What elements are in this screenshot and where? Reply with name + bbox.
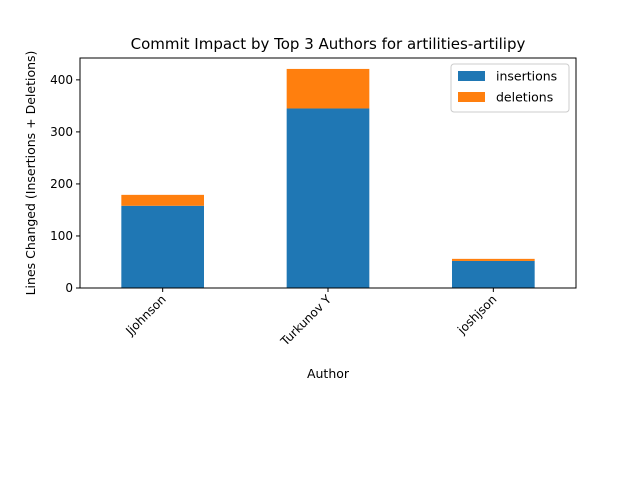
bar-insertions [121, 205, 204, 288]
x-axis: Jjohnson Turkunov Y joshjson [122, 288, 499, 349]
y-tick-label: 300 [50, 125, 73, 139]
legend-label-insertions: insertions [496, 69, 557, 84]
bar-deletions [286, 68, 370, 109]
chart-title: Commit Impact by Top 3 Authors for artil… [131, 35, 526, 53]
legend-label-deletions: deletions [496, 90, 553, 105]
x-tick-label: joshjson [454, 292, 499, 337]
legend-swatch-insertions [458, 71, 485, 81]
x-axis-label: Author [307, 366, 350, 381]
x-tick-label: Turkunov Y [277, 292, 334, 349]
bar-insertions [286, 108, 370, 288]
y-axis-label: Lines Changed (Insertions + Deletions) [23, 51, 38, 296]
legend: insertions deletions [450, 63, 570, 113]
y-axis: 0 100 200 300 400 [50, 73, 80, 295]
bar-deletions [452, 258, 535, 261]
bar-deletions [121, 194, 204, 206]
y-tick-label: 200 [50, 177, 73, 191]
y-tick-label: 400 [50, 73, 73, 87]
y-tick-label: 0 [65, 281, 73, 295]
y-tick-label: 100 [50, 229, 73, 243]
bars-layer [121, 68, 535, 288]
x-tick-label: Jjohnson [122, 292, 168, 338]
bar-insertions [452, 260, 535, 288]
legend-swatch-deletions [458, 92, 485, 102]
